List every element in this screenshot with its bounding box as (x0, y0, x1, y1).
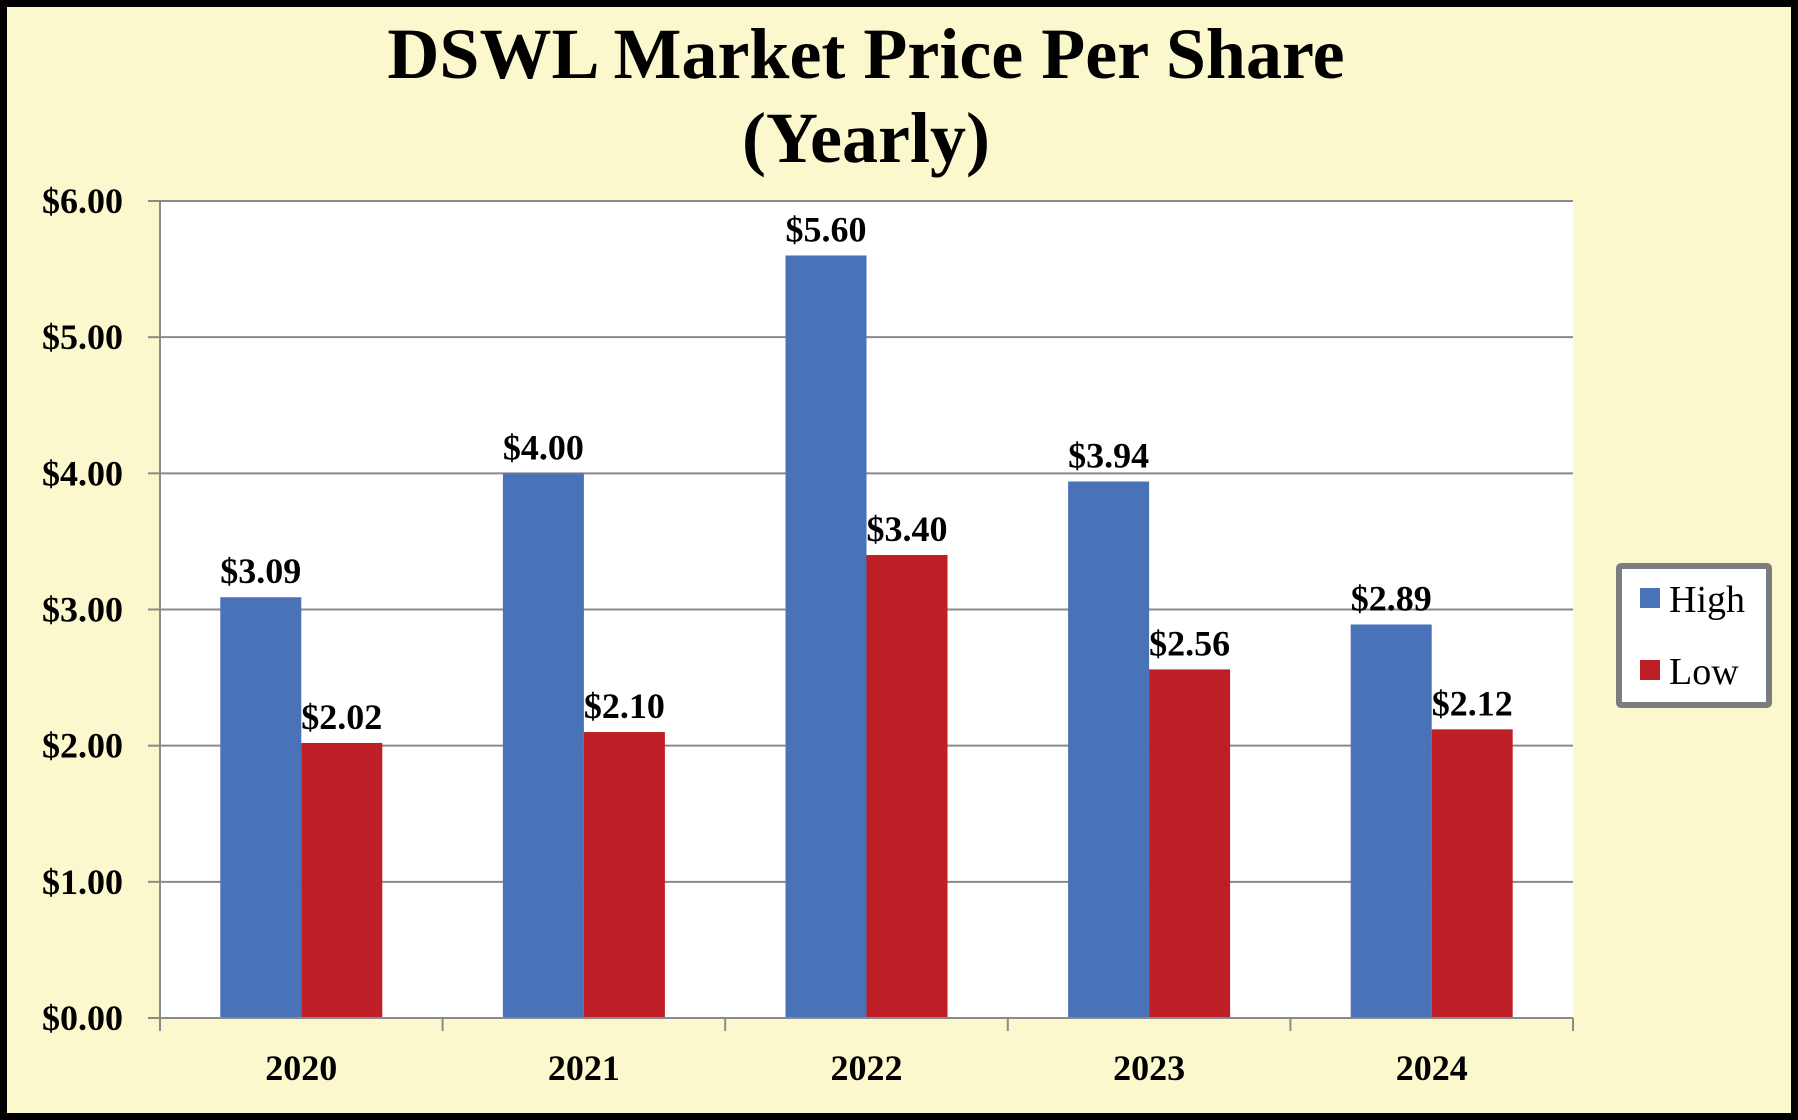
legend-label-low: Low (1669, 651, 1739, 693)
y-tick-label: $0.00 (42, 998, 123, 1038)
axes (159, 201, 1573, 1019)
legend-swatch-low (1640, 660, 1660, 680)
x-tick-label: 2023 (1113, 1048, 1185, 1088)
y-tick-label: $2.00 (42, 726, 123, 766)
bar-low-2024 (1431, 729, 1513, 1018)
x-axis-ticks: 2020 2021 2022 2023 2024 (159, 1018, 1574, 1088)
x-tick-label: 2022 (831, 1048, 903, 1088)
x-tick-label: 2024 (1396, 1048, 1468, 1088)
data-label-low-2024: $2.12 (1432, 683, 1513, 723)
bar-high-2024 (1350, 624, 1432, 1018)
data-label-low-2022: $3.40 (867, 509, 948, 549)
data-label-high-2024: $2.89 (1351, 578, 1432, 618)
y-tick-label: $4.00 (42, 453, 123, 493)
x-tick-label: 2021 (548, 1048, 620, 1088)
bar-low-2021 (583, 732, 665, 1018)
bar-high-2021 (502, 473, 584, 1018)
bar-high-2020 (220, 597, 302, 1018)
data-label-high-2022: $5.60 (786, 209, 867, 249)
data-label-high-2023: $3.94 (1068, 436, 1149, 476)
y-axis-ticks: $0.00 $1.00 $2.00 $3.00 $4.00 $5.00 $6.00 (42, 181, 160, 1038)
y-tick-label: $5.00 (42, 317, 123, 357)
legend-swatch-high (1640, 588, 1660, 608)
bar-low-2020 (301, 742, 383, 1018)
data-labels: $3.09 $2.02 $4.00 $2.10 $5.60 $3.40 $3.94 $2.56… (220, 209, 1512, 736)
chart-title-line-1: DSWL Market Price Per Share (387, 14, 1344, 94)
data-label-low-2021: $2.10 (584, 686, 665, 726)
data-label-low-2023: $2.56 (1149, 623, 1230, 663)
chart-title-line-2: (Yearly) (742, 98, 990, 178)
bar-high-2023 (1068, 481, 1150, 1019)
bar-low-2023 (1149, 669, 1231, 1018)
legend: High Low (1616, 563, 1772, 708)
bar-low-2022 (866, 555, 948, 1018)
legend-label-high: High (1669, 579, 1745, 621)
data-label-low-2020: $2.02 (301, 697, 382, 737)
y-tick-label: $3.00 (42, 590, 123, 630)
bar-high-2022 (785, 255, 867, 1018)
data-label-high-2020: $3.09 (220, 551, 301, 591)
data-label-high-2021: $4.00 (503, 427, 584, 467)
bars (220, 255, 1513, 1019)
y-tick-label: $1.00 (42, 862, 123, 902)
x-tick-label: 2020 (265, 1048, 337, 1088)
y-tick-label: $6.00 (42, 181, 123, 221)
